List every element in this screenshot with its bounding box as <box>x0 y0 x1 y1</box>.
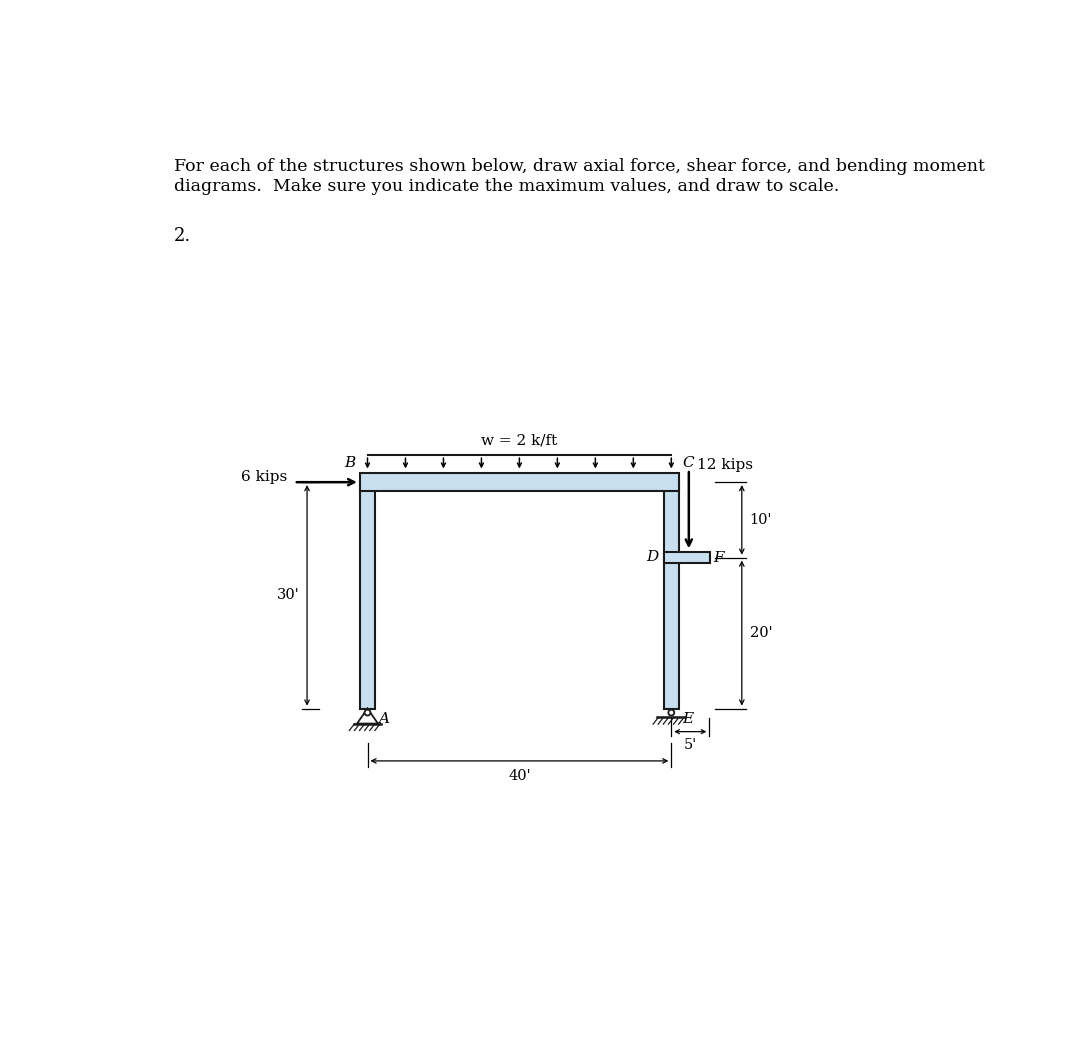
Bar <box>360 473 679 492</box>
Text: 10': 10' <box>750 513 772 527</box>
Text: F: F <box>713 550 724 565</box>
Text: E: E <box>683 711 693 726</box>
Text: w = 2 k/ft: w = 2 k/ft <box>482 434 557 447</box>
Bar <box>360 482 375 708</box>
Polygon shape <box>357 708 378 724</box>
Bar <box>663 482 679 708</box>
Text: 20': 20' <box>750 626 772 640</box>
Text: 12 kips: 12 kips <box>697 458 753 473</box>
Text: D: D <box>647 550 659 564</box>
Text: B: B <box>343 456 355 470</box>
Circle shape <box>669 709 674 716</box>
Text: 40': 40' <box>508 768 530 782</box>
Text: C: C <box>683 456 693 470</box>
Text: A: A <box>378 711 390 726</box>
Bar <box>663 552 710 563</box>
Text: 30': 30' <box>276 588 299 602</box>
Text: 5': 5' <box>684 738 697 752</box>
Text: 6 kips: 6 kips <box>242 470 287 483</box>
Circle shape <box>365 709 370 716</box>
Text: 2.: 2. <box>174 227 191 245</box>
Text: For each of the structures shown below, draw axial force, shear force, and bendi: For each of the structures shown below, … <box>174 158 985 195</box>
